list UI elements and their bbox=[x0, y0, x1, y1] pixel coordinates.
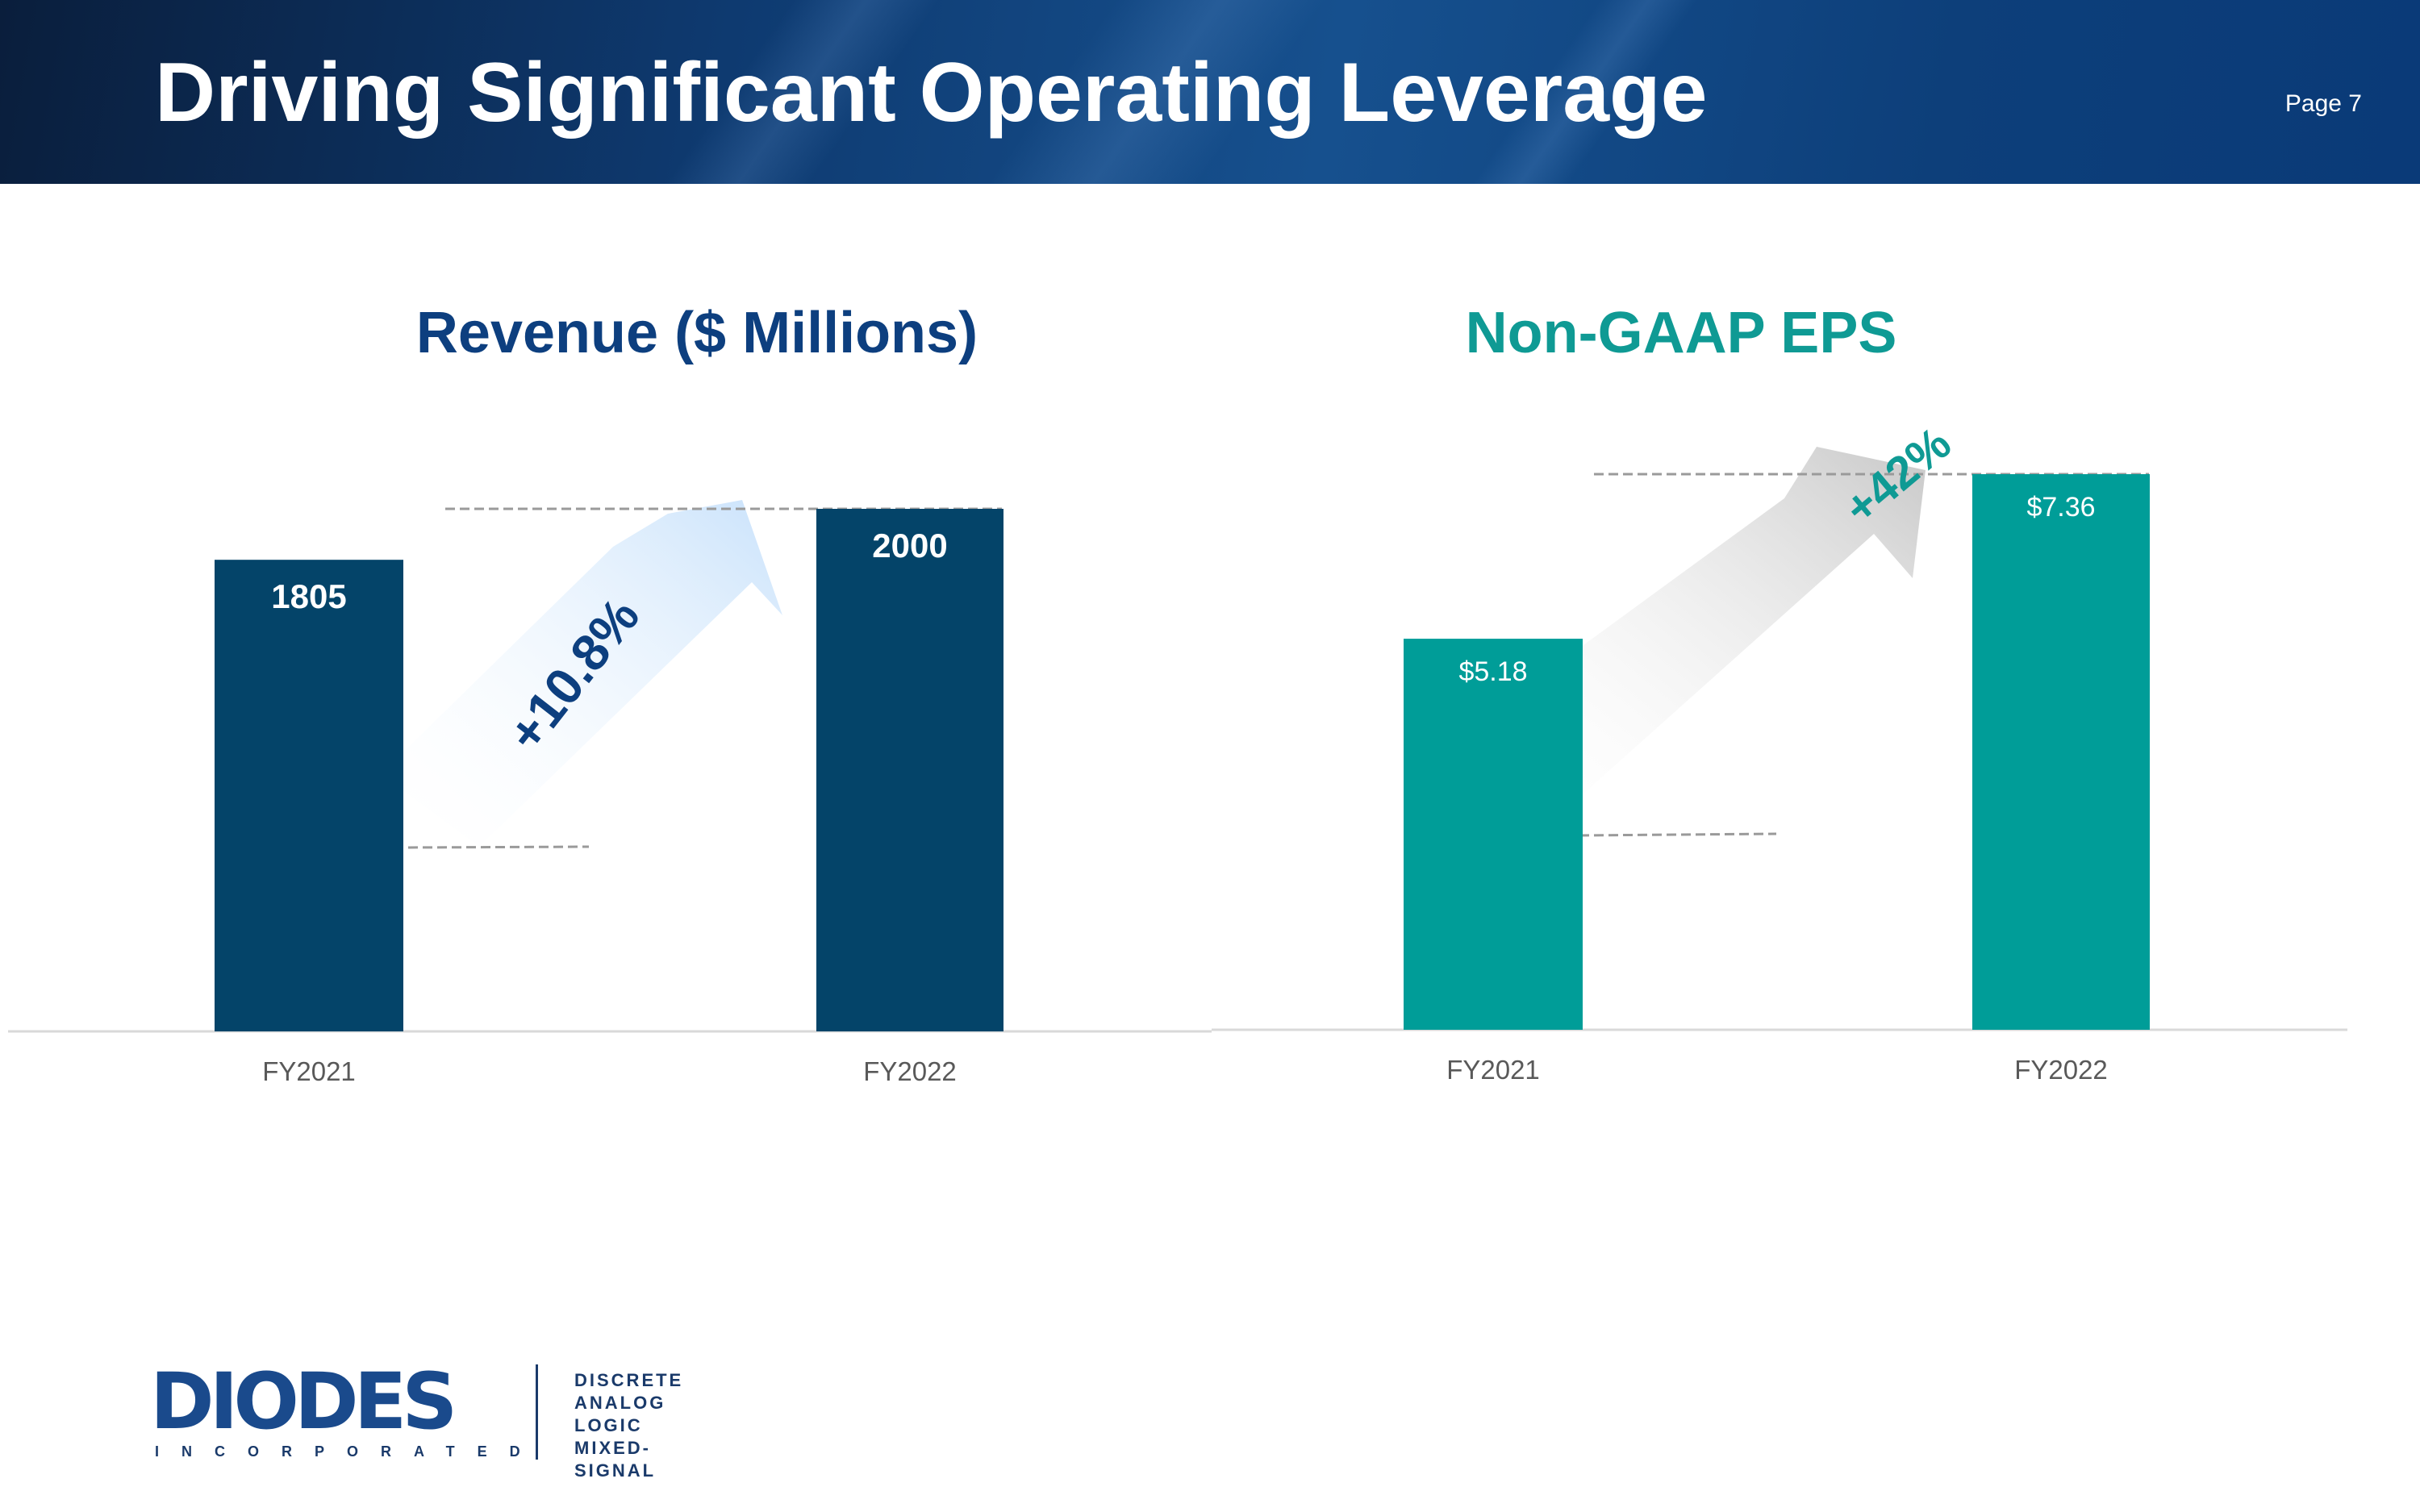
revenue-bar-fy2022 bbox=[816, 509, 1003, 1031]
diodes-logo: DIODES INCORPORATED DISCRETE ANALOG LOGI… bbox=[150, 1356, 731, 1481]
header-banner: Driving Significant Operating Leverage P… bbox=[0, 0, 2420, 184]
logo-tagline: DISCRETE ANALOG LOGIC MIXED-SIGNAL bbox=[574, 1369, 731, 1482]
eps-chart-title: Non-GAAP EPS bbox=[1465, 301, 1897, 365]
revenue-category-fy2022: FY2022 bbox=[863, 1056, 957, 1086]
eps-category-fy2021: FY2021 bbox=[1446, 1055, 1540, 1085]
revenue-chart-title: Revenue ($ Millions) bbox=[415, 301, 978, 365]
logo-tagline-line: MIXED-SIGNAL bbox=[574, 1438, 657, 1481]
logo-divider bbox=[536, 1364, 538, 1460]
revenue-bar-fy2021 bbox=[215, 560, 403, 1031]
revenue-value-label-fy2022: 2000 bbox=[872, 527, 947, 564]
revenue-growth-arrow bbox=[381, 500, 782, 847]
eps-value-label-fy2022: $7.36 bbox=[2026, 492, 2095, 523]
revenue-category-fy2021: FY2021 bbox=[262, 1056, 356, 1086]
eps-bar-fy2021 bbox=[1404, 639, 1583, 1030]
logo-tagline-line: DISCRETE bbox=[574, 1370, 684, 1390]
eps-category-fy2022: FY2022 bbox=[2014, 1055, 2108, 1085]
logo-wordmark: DIODES bbox=[150, 1356, 457, 1447]
eps-ref-line-start bbox=[1579, 832, 1777, 837]
eps-bar-fy2022 bbox=[1972, 474, 2150, 1030]
logo-subtitle: INCORPORATED bbox=[155, 1443, 543, 1460]
logo-tagline-line: LOGIC bbox=[574, 1415, 643, 1435]
page-number: Page 7 bbox=[2284, 90, 2362, 117]
revenue-value-label-fy2021: 1805 bbox=[271, 577, 346, 615]
eps-growth-arrow bbox=[1473, 447, 1926, 814]
logo-tagline-line: ANALOG bbox=[574, 1393, 666, 1413]
page-title: Driving Significant Operating Leverage bbox=[155, 46, 1708, 140]
eps-value-label-fy2021: $5.18 bbox=[1458, 656, 1527, 687]
